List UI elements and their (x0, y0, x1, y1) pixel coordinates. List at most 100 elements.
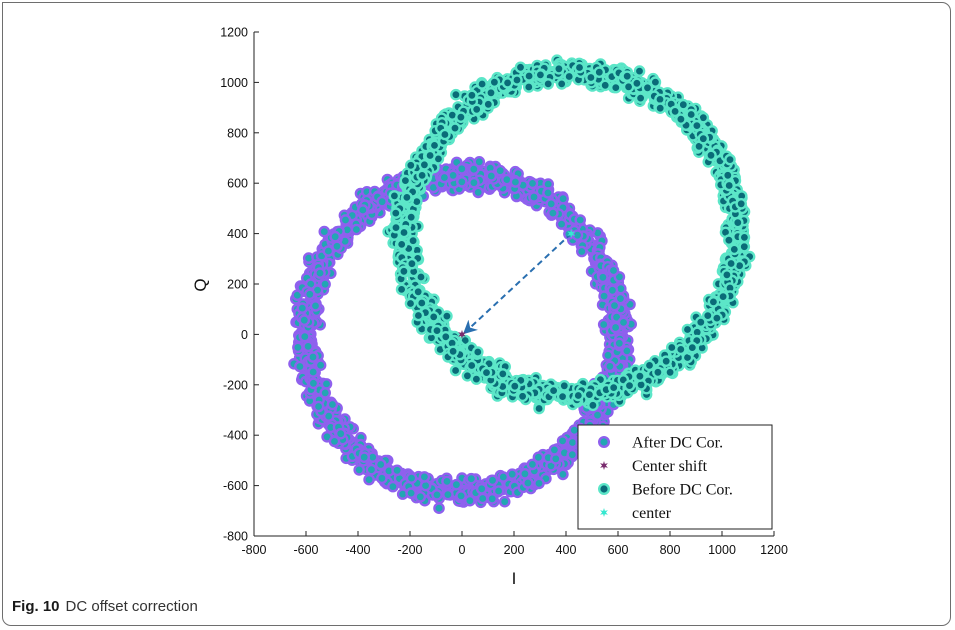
data-point (391, 209, 400, 218)
data-point (725, 181, 734, 190)
data-point (523, 478, 532, 487)
x-tick-label: 200 (504, 543, 525, 557)
data-point (667, 343, 676, 352)
data-point (450, 124, 459, 133)
data-point (416, 492, 425, 501)
data-point (565, 72, 574, 81)
data-point (688, 343, 697, 352)
y-tick-label: -400 (223, 429, 248, 443)
data-point (635, 67, 644, 76)
data-point (393, 466, 402, 475)
legend-marker (599, 484, 609, 494)
data-point (358, 205, 367, 214)
y-tick-label: 800 (227, 126, 248, 140)
data-point (534, 453, 543, 462)
data-point (467, 474, 476, 483)
data-point (478, 79, 487, 88)
data-point (740, 242, 749, 251)
data-point (500, 497, 509, 506)
data-point (365, 475, 374, 484)
data-point (399, 228, 408, 237)
data-point (558, 470, 567, 479)
data-point (397, 285, 406, 294)
data-point (653, 368, 662, 377)
data-point (601, 81, 610, 90)
data-point (452, 480, 461, 489)
data-point (636, 94, 645, 103)
data-point (409, 236, 418, 245)
data-point (401, 176, 410, 185)
center-shift-arrow (465, 234, 571, 333)
data-point (724, 236, 733, 245)
data-point (300, 332, 309, 341)
data-point (449, 347, 458, 356)
data-point (559, 194, 568, 203)
data-point (574, 391, 583, 400)
x-tick-label: 800 (660, 543, 681, 557)
data-point (557, 79, 566, 88)
y-tick-label: 1000 (220, 76, 248, 90)
data-point (706, 151, 715, 160)
data-point (550, 445, 559, 454)
data-point (503, 78, 512, 87)
data-point (557, 220, 566, 229)
data-point (547, 199, 556, 208)
y-axis-label: Q (191, 278, 210, 291)
x-tick-label: 600 (608, 543, 629, 557)
y-tick-label: -800 (223, 530, 248, 544)
x-tick-label: -400 (345, 543, 370, 557)
data-point (482, 368, 491, 377)
data-point (298, 304, 307, 313)
data-point (722, 270, 731, 279)
data-point (605, 362, 614, 371)
data-point (414, 311, 423, 320)
legend-label: Center shift (632, 458, 708, 475)
data-point (407, 489, 416, 498)
data-point (463, 371, 472, 380)
data-point (544, 79, 553, 88)
data-point (576, 215, 585, 224)
data-point (442, 312, 451, 321)
data-point (330, 437, 339, 446)
data-point (560, 381, 569, 390)
data-point (407, 474, 416, 483)
data-point (603, 351, 612, 360)
data-point (420, 472, 429, 481)
data-point (609, 266, 618, 275)
data-point (696, 318, 705, 327)
data-point (378, 197, 387, 206)
data-point (512, 75, 521, 84)
legend-label: center (632, 505, 672, 522)
data-point (520, 469, 529, 478)
data-point (632, 79, 641, 88)
data-point (488, 476, 497, 485)
data-point (293, 343, 302, 352)
data-point (328, 400, 337, 409)
data-point (406, 161, 415, 170)
data-point (418, 171, 427, 180)
data-point (430, 141, 439, 150)
data-point (528, 179, 537, 188)
x-tick-label: 1200 (760, 543, 788, 557)
data-point (407, 213, 416, 222)
legend-label: After DC Cor. (632, 435, 723, 452)
data-point (352, 225, 361, 234)
caption-label: Fig. 10 (12, 598, 60, 615)
data-point (308, 352, 317, 361)
data-point (305, 290, 314, 299)
data-point (568, 450, 577, 459)
data-point (498, 369, 507, 378)
data-point (467, 91, 476, 100)
data-point (593, 411, 602, 420)
data-point (332, 242, 341, 251)
data-point (599, 320, 608, 329)
data-point (536, 70, 545, 79)
data-point (406, 299, 415, 308)
data-point (666, 368, 675, 377)
data-point (699, 134, 708, 143)
data-point (709, 297, 718, 306)
data-point (360, 453, 369, 462)
data-point (676, 115, 685, 124)
data-point (440, 173, 449, 182)
